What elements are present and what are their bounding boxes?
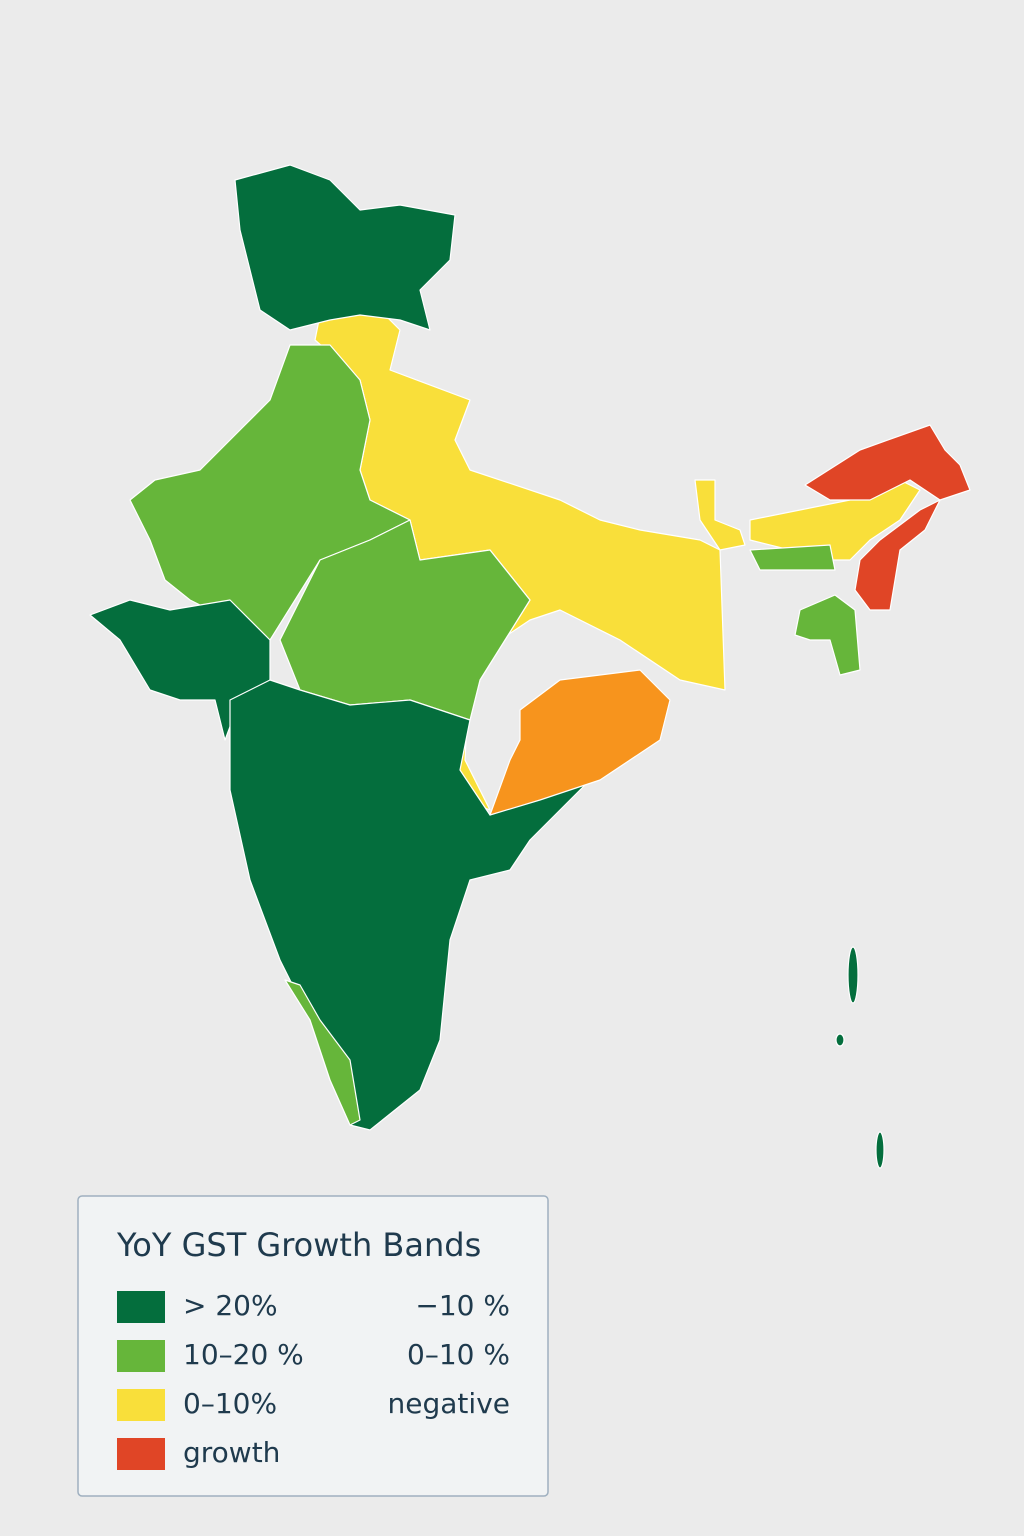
region (794, 594, 861, 676)
legend-note: −10 % (415, 1289, 510, 1322)
region (284, 979, 361, 1126)
legend-swatch (117, 1438, 165, 1470)
legend-note: negative (388, 1387, 510, 1420)
legend-box (77, 1195, 549, 1497)
legend-label: > 20% (183, 1289, 278, 1322)
legend-label: 10–20 % (183, 1338, 304, 1371)
region (694, 479, 746, 551)
region (489, 669, 671, 816)
legend-label: 0–10% (183, 1387, 277, 1420)
island (847, 946, 859, 1004)
india-map (89, 164, 971, 1169)
region (854, 499, 941, 611)
region (234, 164, 456, 331)
legend-swatch (117, 1291, 165, 1323)
island (835, 1033, 845, 1047)
legend-swatch (117, 1389, 165, 1421)
island (875, 1131, 885, 1169)
legend-rows: > 20% 10–20 % 0–10% growth −10 % 0–10 % negati… (117, 1289, 510, 1470)
region (804, 424, 971, 501)
legend-title: YoY GST Growth Bands (116, 1226, 481, 1264)
legend-swatch (117, 1340, 165, 1372)
legend-label: growth (183, 1436, 280, 1469)
legend-note: 0–10 % (407, 1338, 510, 1371)
region (749, 544, 836, 571)
